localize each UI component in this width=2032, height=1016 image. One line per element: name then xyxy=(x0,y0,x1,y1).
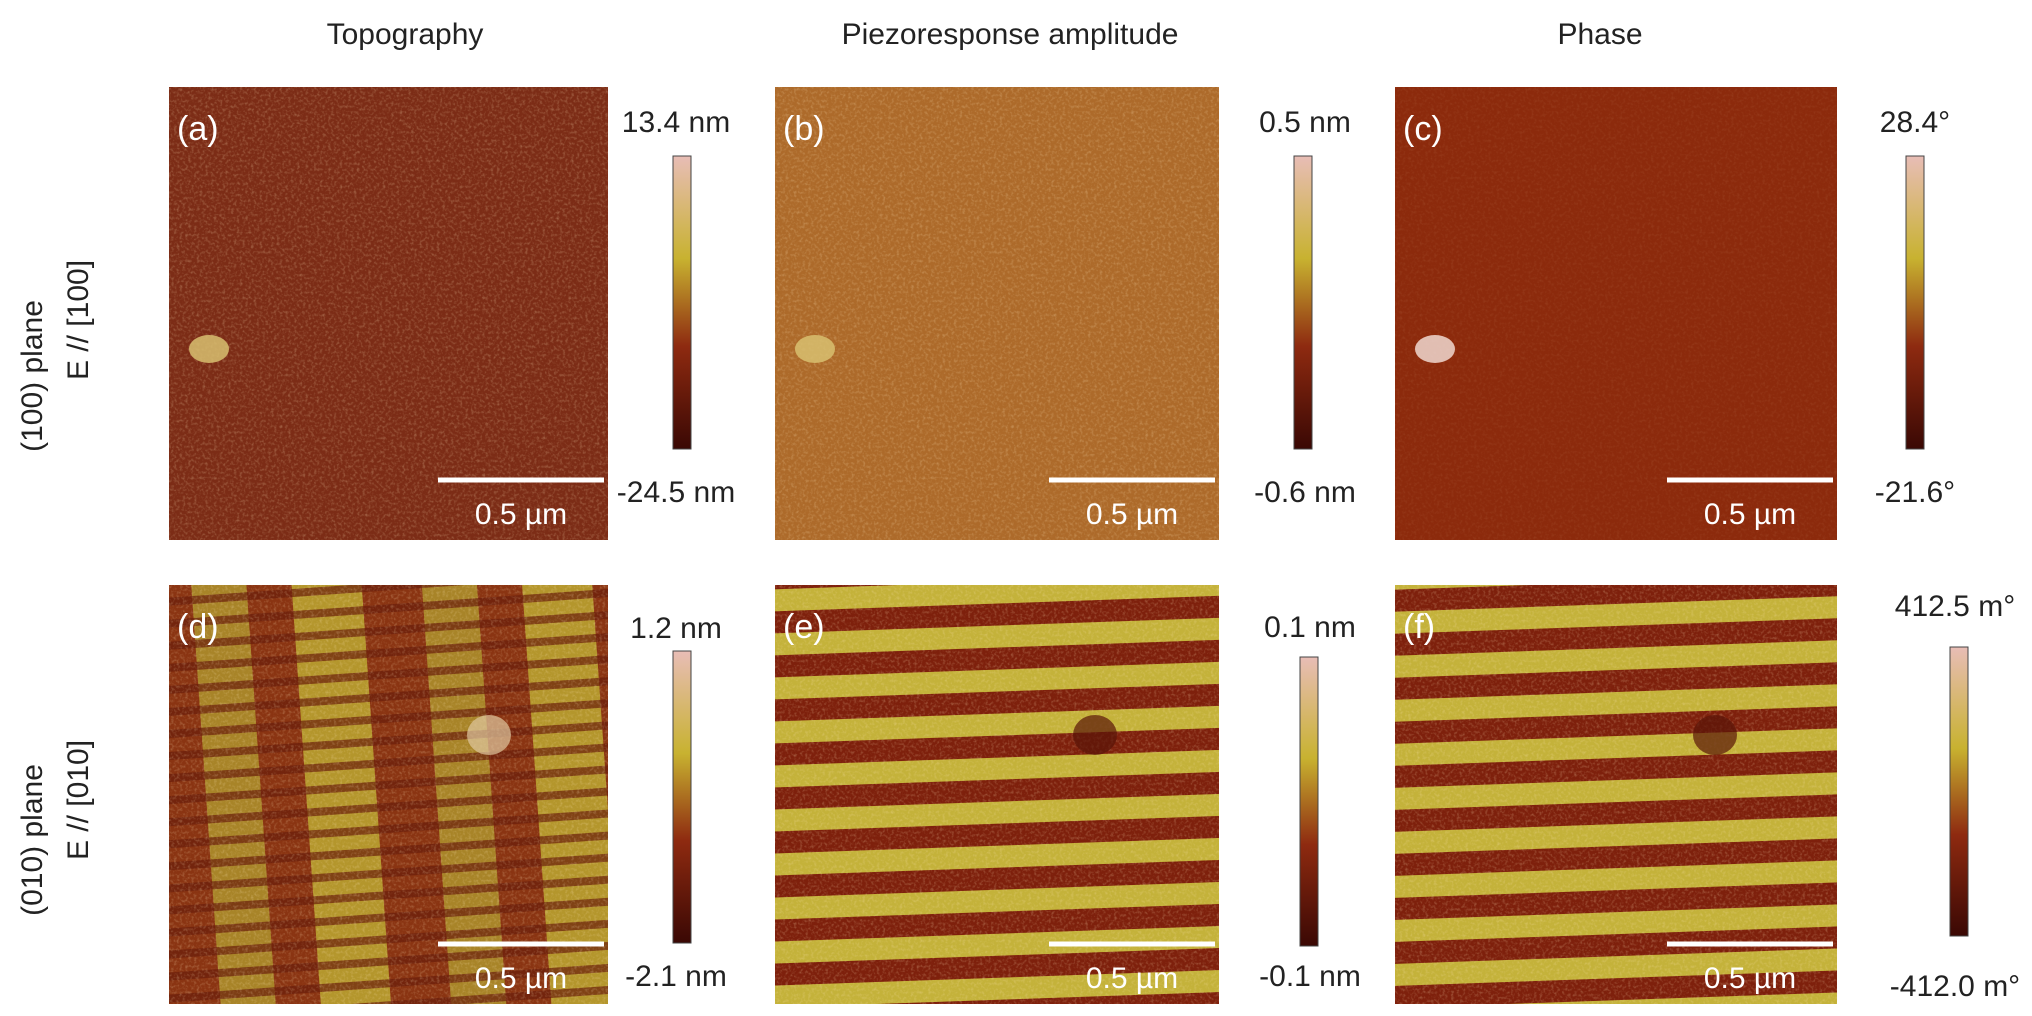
colorbar-min: -0.1 nm xyxy=(1259,960,1361,993)
defect xyxy=(1693,715,1737,755)
colorbar xyxy=(672,155,692,450)
image-texture xyxy=(1395,87,1837,540)
panel-label: (a) xyxy=(177,110,219,148)
scale-bar-label: 0.5 µm xyxy=(1086,962,1178,995)
scale-bar-label: 0.5 µm xyxy=(1704,962,1796,995)
colorbar xyxy=(672,650,692,944)
row-label: (010) plane xyxy=(16,764,49,916)
colorbar-max: 28.4° xyxy=(1880,106,1950,139)
defect xyxy=(189,335,229,363)
colorbar-max: 0.1 nm xyxy=(1264,611,1356,644)
defect xyxy=(795,335,835,363)
colorbar xyxy=(1905,155,1925,450)
colorbar xyxy=(1949,646,1969,937)
panel-label: (e) xyxy=(783,608,825,646)
panel-label: (d) xyxy=(177,608,219,646)
defect xyxy=(1073,715,1117,755)
colorbar-min: -24.5 nm xyxy=(617,476,735,509)
image-texture xyxy=(169,87,608,540)
scale-bar-label: 0.5 µm xyxy=(1704,498,1796,531)
colorbar xyxy=(1299,656,1319,947)
column-header: Topography xyxy=(327,18,484,51)
colorbar-min: -412.0 m° xyxy=(1890,970,2020,1003)
colorbar xyxy=(1293,155,1313,450)
colorbar-min: -2.1 nm xyxy=(625,960,727,993)
colorbar-max: 1.2 nm xyxy=(630,612,722,645)
image-texture xyxy=(1395,585,1837,1004)
panel-label: (f) xyxy=(1403,608,1435,646)
row-label: E // [010] xyxy=(62,740,95,860)
row-label: E // [100] xyxy=(62,260,95,380)
colorbar-max: 0.5 nm xyxy=(1259,106,1351,139)
panel-label: (b) xyxy=(783,110,825,148)
defect xyxy=(1415,335,1455,363)
row-label: (100) plane xyxy=(16,300,49,452)
panel-label: (c) xyxy=(1403,110,1443,148)
column-header: Phase xyxy=(1557,18,1642,51)
colorbar-max: 412.5 m° xyxy=(1895,590,2015,623)
defect xyxy=(467,715,511,755)
colorbar-min: -0.6 nm xyxy=(1254,476,1356,509)
column-header: Piezoresponse amplitude xyxy=(842,18,1179,51)
scale-bar-label: 0.5 µm xyxy=(475,962,567,995)
colorbar-max: 13.4 nm xyxy=(622,106,730,139)
scale-bar-label: 0.5 µm xyxy=(475,498,567,531)
image-texture xyxy=(775,585,1219,1004)
colorbar-min: -21.6° xyxy=(1875,476,1955,509)
image-texture xyxy=(775,87,1219,540)
image-texture xyxy=(169,585,608,1004)
scale-bar-label: 0.5 µm xyxy=(1086,498,1178,531)
